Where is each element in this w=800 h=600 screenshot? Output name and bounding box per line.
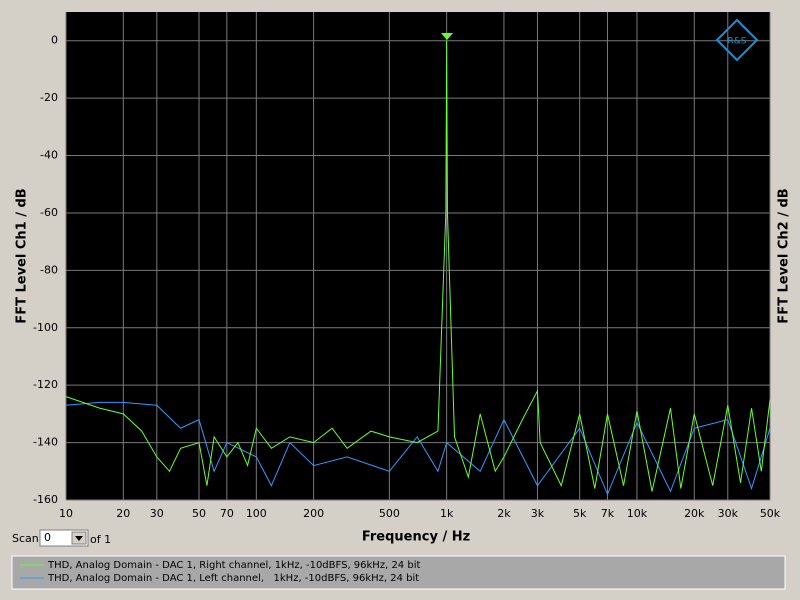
legend — [11, 555, 786, 590]
y-tick-label: -40 — [40, 149, 58, 162]
x-tick-label: 200 — [303, 507, 324, 520]
x-tick-label: 30k — [718, 507, 739, 520]
scan-value: 0 — [44, 531, 51, 544]
peak-cursor — [441, 33, 453, 40]
legend-label: THD, Analog Domain - DAC 1, Right channe… — [47, 560, 420, 571]
x-tick-label: 20 — [116, 507, 130, 520]
x-tick-label: 50 — [192, 507, 206, 520]
y-tick-label: -60 — [40, 206, 58, 219]
series-line — [65, 401, 771, 496]
scan-of: of 1 — [90, 533, 111, 546]
x-tick-label: 10 — [59, 507, 73, 520]
x-tick-label: 2k — [497, 507, 511, 520]
y-tick-label: -80 — [40, 263, 58, 276]
dropdown-arrow — [75, 536, 83, 541]
x-tick-label: 500 — [379, 507, 400, 520]
x-tick-label: 20k — [684, 507, 705, 520]
x-tick-label: 3k — [531, 507, 545, 520]
y-tick-label: -100 — [33, 321, 58, 334]
y-tick-label: 0 — [51, 34, 58, 47]
x-tick-label: 5k — [573, 507, 587, 520]
y2-axis-title: FFT Level Ch2 / dB — [777, 188, 792, 323]
y-tick-label: -120 — [33, 378, 58, 391]
x-tick-label: 30 — [150, 507, 164, 520]
x-tick-label: 1k — [440, 507, 454, 520]
x-tick-label: 10k — [627, 507, 648, 520]
y-tick-label: -20 — [40, 91, 58, 104]
y-axis-title: FFT Level Ch1 / dB — [15, 188, 30, 323]
logo-text: R&S — [728, 37, 747, 47]
x-tick-label: 50k — [760, 507, 781, 520]
y-tick-label: -160 — [33, 493, 58, 506]
logo: R&S — [715, 18, 759, 62]
x-axis-title: Frequency / Hz — [362, 530, 470, 545]
y-tick-label: -140 — [33, 436, 58, 449]
x-tick-label: 100 — [246, 507, 267, 520]
plot-area — [66, 12, 770, 500]
x-tick-label: 7k — [601, 507, 615, 520]
legend-label: THD, Analog Domain - DAC 1, Left channel… — [47, 573, 419, 584]
x-tick-label: 70 — [220, 507, 234, 520]
scan-label: Scan — [12, 532, 39, 545]
logo-diamond — [715, 18, 759, 62]
series-line — [65, 40, 771, 492]
